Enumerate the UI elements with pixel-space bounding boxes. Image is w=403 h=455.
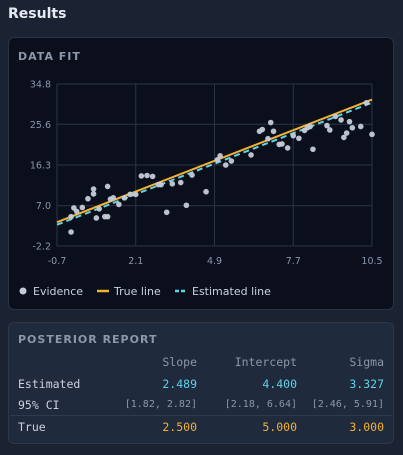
evidence-point — [138, 173, 145, 179]
evidence-point — [110, 195, 117, 201]
evidence-point — [169, 181, 176, 187]
evidence-point — [73, 208, 80, 215]
evidence-point — [363, 100, 370, 106]
row-label-true: True — [18, 420, 46, 434]
evidence-point — [79, 204, 86, 211]
evidence-point — [369, 131, 375, 138]
evidence-point — [214, 156, 221, 163]
report-title: POSTERIOR REPORT — [18, 333, 158, 346]
evidence-point — [93, 215, 100, 221]
chart-points — [68, 100, 375, 235]
evidence-point — [222, 162, 229, 168]
true-slope: 2.500 — [162, 420, 197, 434]
evidence-point — [127, 191, 133, 198]
evidence-point — [341, 134, 347, 141]
evidence-point — [68, 213, 74, 220]
evidence-point — [290, 132, 297, 139]
evidence-point — [121, 195, 128, 201]
evidence-point — [338, 117, 344, 123]
y-tick-label: 16.3 — [30, 161, 51, 172]
ci-sigma: [2.46, 5.91] — [311, 399, 384, 410]
evidence-point — [349, 124, 356, 131]
evidence-point — [144, 172, 150, 179]
chart-grid — [56, 83, 373, 247]
evidence-point — [279, 141, 285, 147]
evidence-point — [332, 113, 339, 120]
evidence-point — [296, 135, 302, 142]
evidence-point — [189, 172, 195, 178]
x-tick-label: 2.1 — [128, 256, 143, 267]
evidence-point — [324, 122, 330, 129]
x-tick-label: -0.7 — [48, 256, 67, 267]
evidence-point — [104, 183, 111, 190]
evidence-point — [357, 123, 364, 130]
legend-evidence-label: Evidence — [33, 285, 83, 298]
estimated-intercept: 4.400 — [262, 377, 297, 391]
y-tick-label: -2.2 — [32, 242, 51, 253]
legend-evidence-marker — [19, 287, 27, 295]
evidence-point — [343, 130, 350, 136]
row-label-estimated: Estimated — [18, 377, 81, 391]
evidence-point — [259, 126, 266, 133]
column-header-slope: Slope — [162, 355, 197, 369]
evidence-point — [149, 173, 156, 180]
evidence-point — [96, 205, 102, 212]
true-intercept: 5.000 — [262, 420, 297, 434]
chart-legend: Evidence True line Estimated line — [19, 285, 271, 298]
evidence-point — [90, 186, 97, 192]
estimated-line — [56, 101, 373, 226]
evidence-point — [346, 118, 353, 125]
evidence-point — [248, 152, 254, 158]
evidence-point — [267, 119, 274, 126]
chart-axis-labels: -0.7 2.1 4.9 7.7 10.5 34.8 25.6 16.3 7.0 -2.2 — [30, 80, 383, 268]
evidence-point — [85, 195, 91, 202]
row-label-ci: 95% CI — [18, 398, 60, 412]
estimated-sigma: 3.327 — [349, 377, 384, 391]
evidence-point — [307, 123, 313, 130]
evidence-point — [116, 201, 122, 208]
evidence-point — [132, 191, 139, 198]
results-title: Results — [8, 6, 67, 22]
evidence-point — [177, 179, 184, 186]
evidence-point — [284, 145, 291, 151]
true-sigma: 3.000 — [349, 420, 384, 434]
evidence-point — [310, 146, 316, 153]
legend-estimated-label: Estimated line — [192, 285, 271, 298]
evidence-point — [163, 209, 170, 216]
x-tick-label: 10.5 — [361, 256, 382, 267]
evidence-point — [158, 181, 164, 188]
estimated-slope: 2.489 — [162, 377, 197, 391]
evidence-point — [104, 213, 111, 220]
y-tick-label: 25.6 — [30, 120, 51, 131]
evidence-point — [327, 127, 333, 133]
evidence-point — [203, 188, 209, 195]
evidence-point — [183, 202, 190, 209]
column-header-intercept: Intercept — [234, 355, 297, 369]
legend-true-label: True line — [113, 285, 161, 298]
evidence-point — [265, 135, 271, 142]
data-fit-chart-card: DATA FIT -0.7 2.1 4.9 7.7 10.5 34.8 25.6 16.3 7.… — [8, 37, 394, 310]
posterior-report-card: POSTERIOR REPORT Slope Intercept Sigma E… — [8, 322, 394, 444]
x-tick-label: 7.7 — [286, 256, 301, 267]
ci-slope: [1.82, 2.82] — [124, 399, 197, 410]
column-header-sigma: Sigma — [349, 355, 384, 369]
data-fit-chart: DATA FIT -0.7 2.1 4.9 7.7 10.5 34.8 25.6 16.3 7.… — [18, 50, 383, 298]
evidence-point — [68, 229, 74, 235]
evidence-point — [270, 128, 277, 135]
y-tick-label: 7.0 — [36, 201, 51, 212]
y-tick-label: 34.8 — [30, 80, 51, 91]
evidence-point — [228, 158, 235, 164]
ci-intercept: [2.18, 6.64] — [224, 399, 297, 410]
evidence-point — [90, 191, 97, 197]
x-tick-label: 4.9 — [207, 256, 222, 267]
evidence-point — [217, 153, 223, 159]
row-divider — [10, 415, 392, 416]
chart-title: DATA FIT — [18, 50, 81, 63]
